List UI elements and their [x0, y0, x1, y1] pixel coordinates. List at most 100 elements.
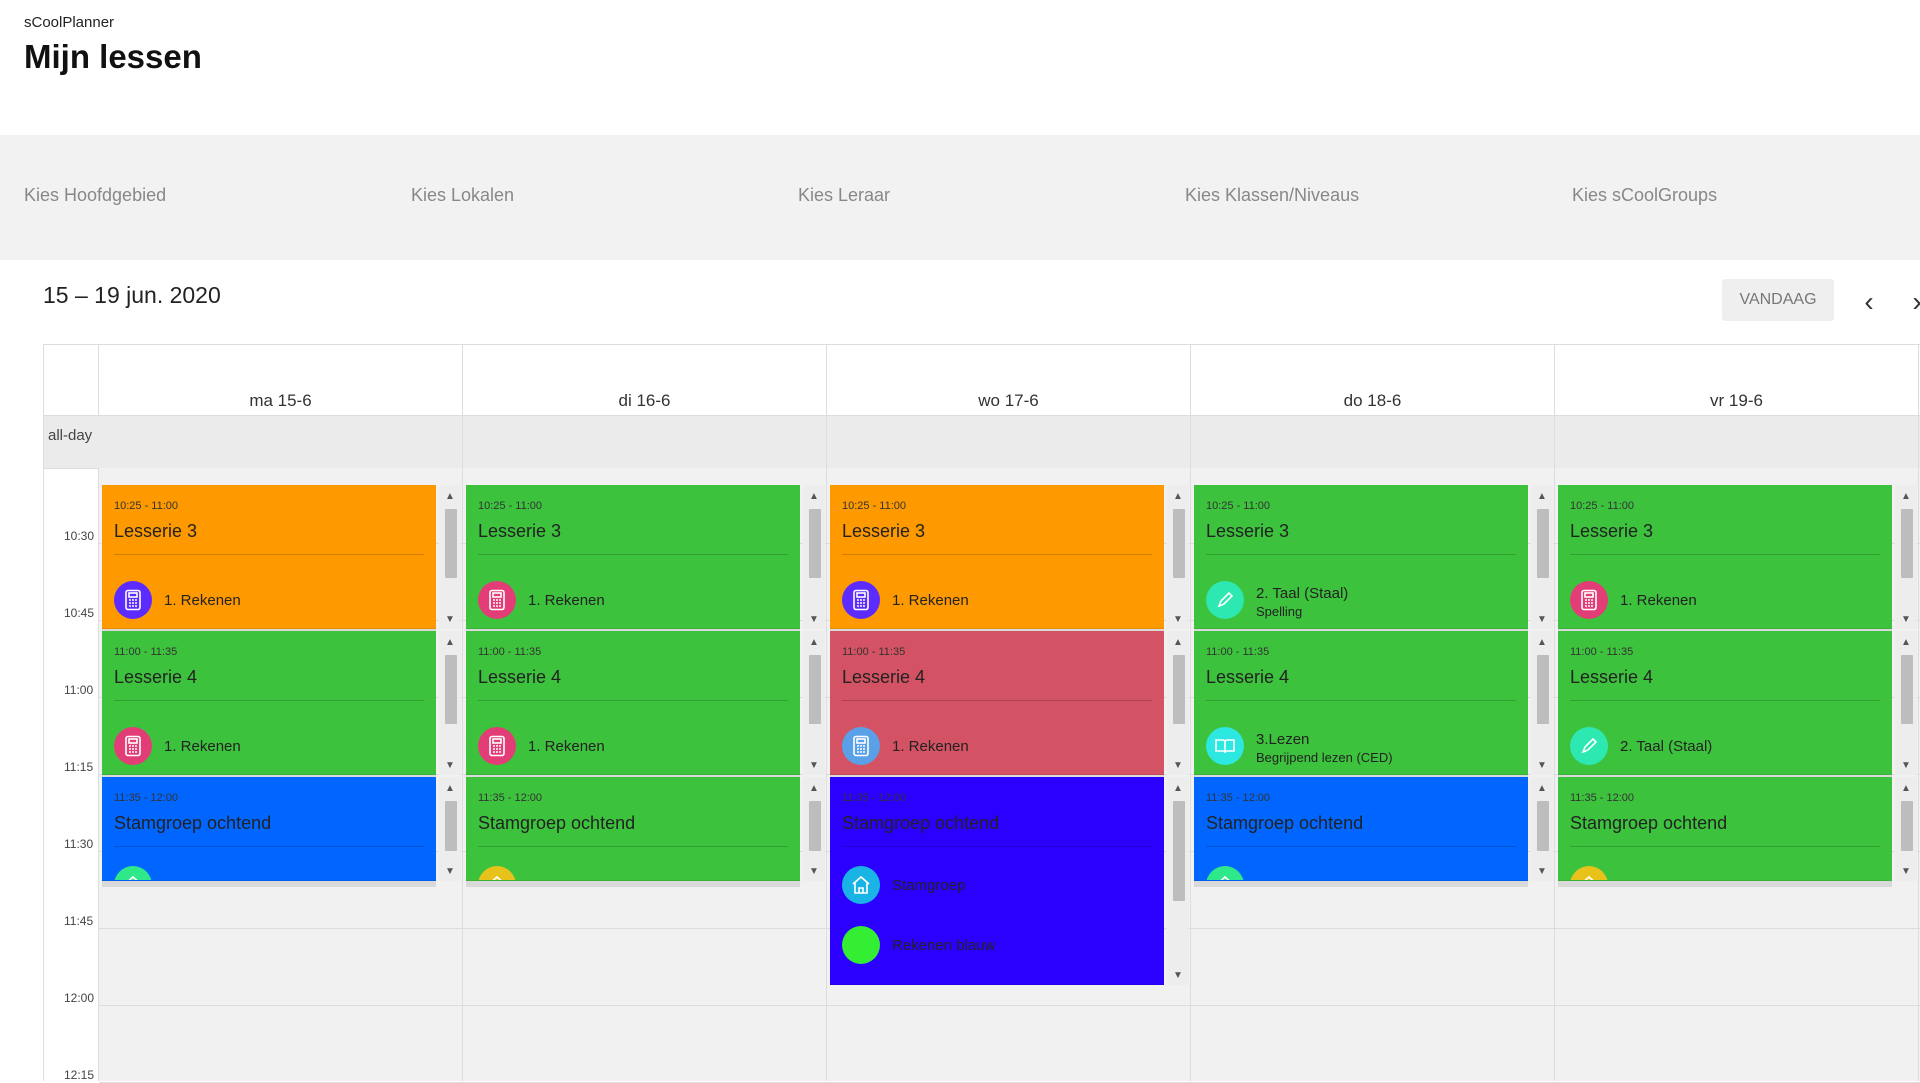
- next-week-button[interactable]: ›: [1903, 284, 1920, 320]
- scroll-down-icon[interactable]: ▼: [1173, 614, 1183, 625]
- calendar-event[interactable]: 11:35 - 12:00 Stamgroep ochtend Stamgroep: [102, 777, 436, 881]
- scroll-down-icon[interactable]: ▼: [445, 760, 455, 771]
- scroll-down-icon[interactable]: ▼: [1901, 760, 1911, 771]
- scroll-thumb[interactable]: [445, 655, 457, 724]
- event-scrollbar[interactable]: ▲ ▼: [1531, 631, 1553, 775]
- scroll-down-icon[interactable]: ▼: [1537, 760, 1547, 771]
- scroll-down-icon[interactable]: ▼: [809, 760, 819, 771]
- scroll-thumb[interactable]: [1537, 655, 1549, 724]
- scroll-thumb[interactable]: [445, 801, 457, 851]
- scroll-up-icon[interactable]: ▲: [1173, 783, 1183, 794]
- filter-hoofdgebied[interactable]: Kies Hoofdgebied: [24, 185, 167, 205]
- scroll-down-icon[interactable]: ▼: [1173, 970, 1183, 981]
- event-scrollbar[interactable]: ▲ ▼: [439, 777, 461, 881]
- event-scrollbar[interactable]: ▲ ▼: [1167, 485, 1189, 629]
- scroll-thumb[interactable]: [809, 801, 821, 851]
- chevron-left-icon: ‹: [1864, 286, 1874, 317]
- scroll-up-icon[interactable]: ▲: [1901, 637, 1911, 648]
- event-scrollbar[interactable]: ▲ ▼: [1167, 631, 1189, 775]
- event-scrollbar[interactable]: ▲ ▼: [1895, 777, 1917, 881]
- scroll-thumb[interactable]: [1901, 801, 1913, 851]
- scroll-down-icon[interactable]: ▼: [445, 614, 455, 625]
- scroll-up-icon[interactable]: ▲: [1901, 783, 1911, 794]
- scroll-up-icon[interactable]: ▲: [1901, 491, 1911, 502]
- event-time: 11:00 - 11:35: [478, 646, 542, 658]
- scroll-up-icon[interactable]: ▲: [1537, 491, 1547, 502]
- scroll-up-icon[interactable]: ▲: [1537, 637, 1547, 648]
- calendar-event[interactable]: 11:35 - 12:00 Stamgroep ochtend Stamgroep: [1194, 777, 1528, 881]
- event-divider: [114, 700, 424, 701]
- scroll-down-icon[interactable]: ▼: [1173, 760, 1183, 771]
- scroll-down-icon[interactable]: ▼: [809, 866, 819, 877]
- scroll-up-icon[interactable]: ▲: [445, 783, 455, 794]
- pencil-icon: [1206, 581, 1244, 619]
- calendar-event[interactable]: 11:35 - 12:00 Stamgroep ochtend Stamgroep R…: [830, 777, 1164, 985]
- filter-klassen-niveaus[interactable]: Kies Klassen/Niveaus: [1185, 185, 1360, 205]
- event-scrollbar[interactable]: ▲ ▼: [1895, 631, 1917, 775]
- scroll-up-icon[interactable]: ▲: [1537, 783, 1547, 794]
- scroll-thumb[interactable]: [1537, 509, 1549, 578]
- event-divider: [478, 554, 788, 555]
- all-day-row[interactable]: [44, 415, 1920, 469]
- event-subject: 2. Taal (Staal): [1256, 585, 1349, 602]
- scroll-down-icon[interactable]: ▼: [1901, 866, 1911, 877]
- event-scrollbar[interactable]: ▲ ▼: [803, 631, 825, 775]
- event-scrollbar[interactable]: ▲ ▼: [439, 485, 461, 629]
- event-scrollbar[interactable]: ▲ ▼: [439, 631, 461, 775]
- event-scrollbar[interactable]: ▲ ▼: [803, 485, 825, 629]
- calendar-event[interactable]: 11:35 - 12:00 Stamgroep ochtend Stamgroep: [466, 777, 800, 881]
- event-scrollbar[interactable]: ▲ ▼: [1167, 777, 1189, 985]
- scroll-thumb[interactable]: [445, 509, 457, 578]
- calendar-event[interactable]: 11:00 - 11:35 Lesserie 4 3.Lezen Begrijpend…: [1194, 631, 1528, 775]
- prev-week-button[interactable]: ‹: [1855, 284, 1883, 320]
- event-scrollbar[interactable]: ▲ ▼: [1895, 485, 1917, 629]
- scroll-thumb[interactable]: [809, 655, 821, 724]
- event-title: Lesserie 3: [1570, 521, 1654, 541]
- book-icon: [1206, 727, 1244, 765]
- scroll-up-icon[interactable]: ▲: [809, 783, 819, 794]
- scroll-thumb[interactable]: [1901, 509, 1913, 578]
- event-title: Lesserie 4: [842, 667, 926, 687]
- house-icon: [1206, 866, 1244, 880]
- scroll-thumb[interactable]: [1173, 655, 1185, 724]
- scroll-down-icon[interactable]: ▼: [1537, 866, 1547, 877]
- scroll-thumb[interactable]: [809, 509, 821, 578]
- today-button[interactable]: VANDAAG: [1722, 279, 1834, 321]
- scroll-down-icon[interactable]: ▼: [1901, 614, 1911, 625]
- event-scrollbar[interactable]: ▲ ▼: [1531, 485, 1553, 629]
- event-divider: [842, 554, 1152, 555]
- column-separator: [1190, 345, 1191, 1081]
- scroll-thumb[interactable]: [1173, 801, 1185, 901]
- column-separator: [1554, 345, 1555, 1081]
- scroll-up-icon[interactable]: ▲: [445, 491, 455, 502]
- scroll-down-icon[interactable]: ▼: [809, 614, 819, 625]
- scroll-up-icon[interactable]: ▲: [445, 637, 455, 648]
- scroll-down-icon[interactable]: ▼: [1537, 614, 1547, 625]
- event-scrollbar[interactable]: ▲ ▼: [803, 777, 825, 881]
- filter-leraar[interactable]: Kies Leraar: [798, 185, 891, 205]
- filter-scoolgroups[interactable]: Kies sCoolGroups: [1572, 185, 1718, 205]
- calendar-event[interactable]: 11:35 - 12:00 Stamgroep ochtend Stamgroep: [1558, 777, 1892, 881]
- scroll-down-icon[interactable]: ▼: [445, 866, 455, 877]
- scroll-thumb[interactable]: [1173, 509, 1185, 578]
- scroll-up-icon[interactable]: ▲: [1173, 637, 1183, 648]
- scroll-up-icon[interactable]: ▲: [809, 637, 819, 648]
- filter-lokalen[interactable]: Kies Lokalen: [411, 185, 515, 205]
- calendar-event[interactable]: 10:25 - 11:00 Lesserie 3 2. Taal (Staal) Sp…: [1194, 485, 1528, 629]
- all-day-label: all-day: [48, 427, 93, 444]
- scroll-up-icon[interactable]: ▲: [1173, 491, 1183, 502]
- scroll-thumb[interactable]: [1901, 655, 1913, 724]
- time-label: 12:00: [64, 991, 95, 1005]
- scroll-up-icon[interactable]: ▲: [809, 491, 819, 502]
- event-scrollbar[interactable]: ▲ ▼: [1531, 777, 1553, 881]
- event-time: 11:35 - 12:00: [478, 792, 543, 804]
- scroll-thumb[interactable]: [1537, 801, 1549, 851]
